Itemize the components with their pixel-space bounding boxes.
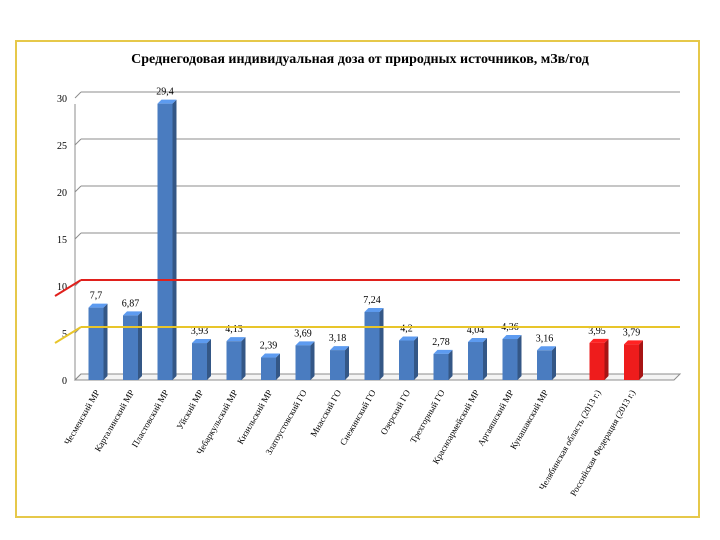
bar-top bbox=[192, 339, 211, 344]
data-label: 7,24 bbox=[363, 295, 381, 306]
bar bbox=[192, 343, 207, 380]
x-tick-label: Челябинская область (2013 г.) bbox=[537, 388, 603, 492]
bar bbox=[88, 307, 104, 380]
x-tick-label: Пластовский МР bbox=[130, 388, 171, 449]
gridline-depth bbox=[74, 232, 82, 240]
bar-top bbox=[157, 99, 177, 104]
data-label: 29,4 bbox=[156, 87, 174, 98]
bar-side bbox=[345, 346, 349, 380]
gridline-depth bbox=[74, 91, 82, 99]
bar bbox=[624, 344, 639, 380]
data-label: 3,18 bbox=[329, 333, 347, 344]
x-tick-label: Аргаяшский МР bbox=[476, 388, 516, 448]
x-tick-label: Озерский ГО bbox=[378, 388, 412, 437]
bar-top bbox=[330, 346, 349, 351]
bar bbox=[399, 340, 414, 380]
y-tick-label: 15 bbox=[57, 235, 67, 246]
bar-side bbox=[241, 337, 246, 380]
data-label: 7,7 bbox=[90, 291, 103, 302]
bar-top bbox=[88, 303, 108, 308]
bar bbox=[226, 341, 242, 380]
bar-top bbox=[295, 341, 315, 346]
data-label: 3,69 bbox=[294, 328, 312, 339]
data-label: 3,93 bbox=[191, 326, 209, 337]
bar-top bbox=[123, 311, 142, 316]
bar-top bbox=[502, 335, 522, 340]
reference-line-slant bbox=[54, 279, 82, 297]
bar bbox=[261, 357, 276, 380]
y-tick-label: 10 bbox=[57, 282, 67, 293]
x-tick-label: Уйский МР bbox=[175, 388, 206, 431]
y-tick-label: 0 bbox=[62, 376, 67, 387]
bar-top bbox=[537, 346, 556, 351]
bar-side bbox=[448, 349, 453, 380]
data-label: 3,79 bbox=[623, 327, 641, 338]
bar-side bbox=[207, 339, 211, 380]
bar bbox=[589, 342, 605, 380]
x-tick-label: Снежинский ГО bbox=[338, 388, 378, 447]
bar-side bbox=[483, 338, 487, 380]
bar-top bbox=[261, 353, 280, 358]
x-tick-label: Миасский ГО bbox=[308, 388, 343, 439]
bar-side bbox=[517, 335, 522, 380]
bar-top bbox=[399, 336, 418, 341]
data-label: 4,13 bbox=[225, 324, 243, 335]
bar-side bbox=[552, 346, 556, 380]
x-tick-label: Трехгорный ГО bbox=[408, 388, 447, 445]
bar-top bbox=[589, 338, 609, 343]
bar-side bbox=[379, 307, 384, 380]
bar bbox=[468, 342, 483, 380]
gridline-depth bbox=[74, 138, 82, 146]
bar bbox=[295, 345, 311, 380]
reference-line-slant bbox=[54, 326, 82, 344]
bar-top bbox=[468, 338, 487, 343]
y-tick-label: 25 bbox=[57, 141, 67, 152]
data-label: 4,04 bbox=[467, 325, 485, 336]
bar-side bbox=[604, 338, 609, 380]
y-tick-label: 20 bbox=[57, 188, 67, 199]
bar bbox=[537, 350, 552, 380]
bar-side bbox=[138, 311, 142, 380]
bar-top bbox=[433, 349, 453, 354]
bar-side bbox=[639, 340, 643, 380]
data-label: 2,78 bbox=[432, 337, 450, 348]
bar bbox=[433, 353, 449, 380]
bar bbox=[157, 103, 173, 380]
x-tick-label: Кунашакский МР bbox=[508, 388, 550, 451]
data-label: 4,2 bbox=[400, 324, 413, 335]
x-tick-label: Российская Федерация (2013 г.) bbox=[568, 388, 637, 498]
bar-side bbox=[310, 341, 315, 380]
chart-title: Среднегодовая индивидуальная доза от при… bbox=[131, 52, 589, 67]
bar-top bbox=[226, 337, 246, 342]
bar bbox=[364, 311, 380, 380]
bar-side bbox=[103, 303, 108, 380]
y-tick-label: 5 bbox=[62, 329, 67, 340]
bar-top bbox=[624, 340, 643, 345]
data-label: 3,95 bbox=[588, 326, 606, 337]
bar-side bbox=[172, 99, 177, 380]
bar bbox=[502, 339, 518, 380]
x-tick-label: Кизильский МР bbox=[235, 388, 274, 446]
gridline-depth bbox=[74, 185, 82, 193]
bar-side bbox=[414, 336, 418, 380]
bar-side bbox=[276, 353, 280, 380]
data-label: 3,16 bbox=[536, 333, 554, 344]
data-label: 6,87 bbox=[122, 298, 140, 309]
y-tick-label: 30 bbox=[57, 94, 67, 105]
x-tick-label: Чесменский МР bbox=[62, 388, 102, 447]
bar-top bbox=[364, 307, 384, 312]
bar bbox=[330, 350, 345, 380]
data-label: 2,39 bbox=[260, 341, 278, 352]
bar bbox=[123, 315, 138, 380]
